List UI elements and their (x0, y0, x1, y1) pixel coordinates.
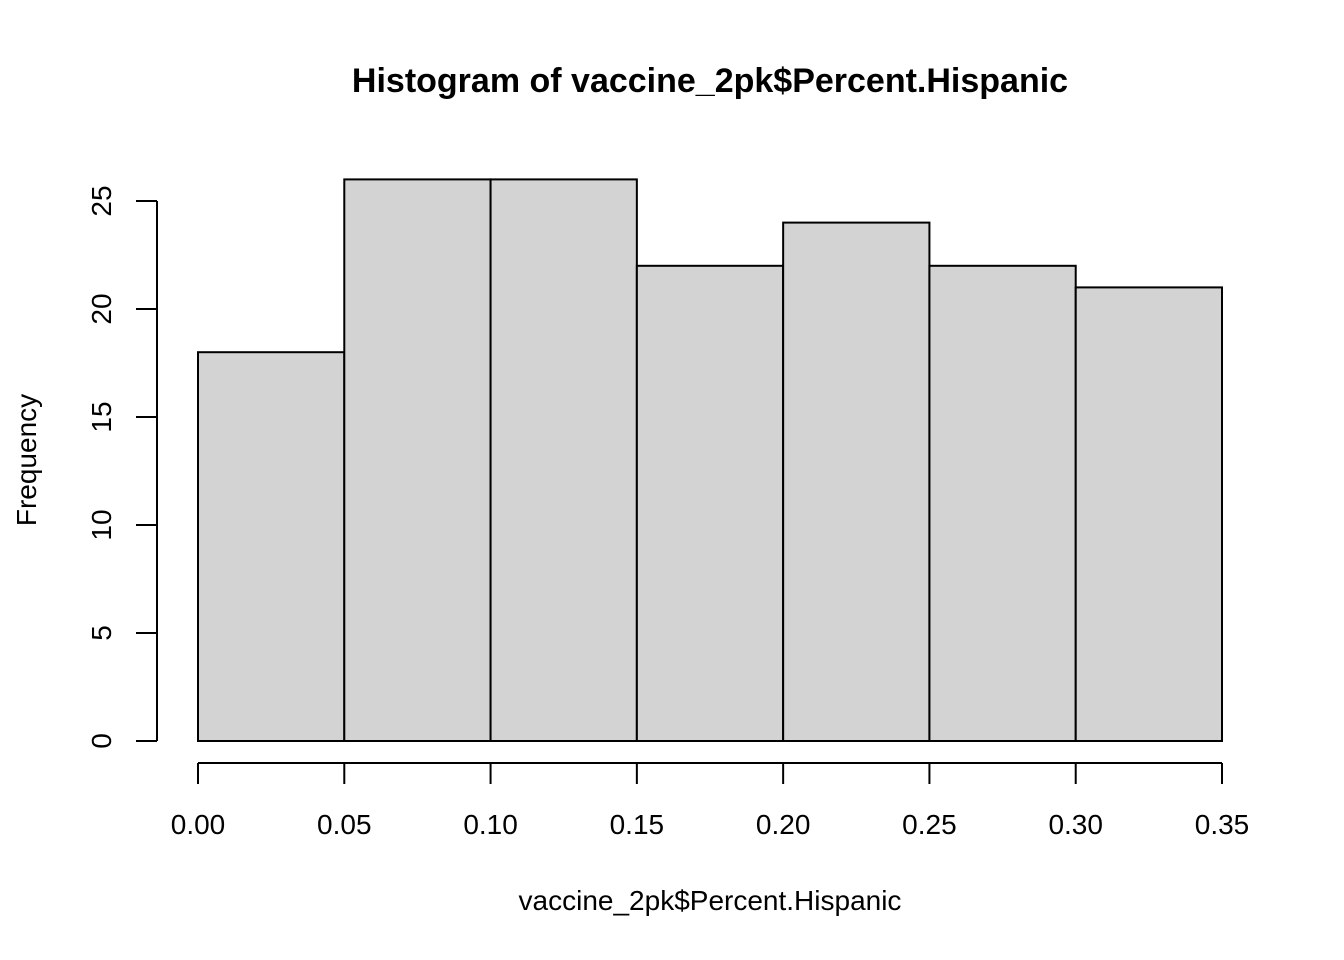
x-tick-label-2: 0.10 (463, 809, 518, 840)
x-axis-label: vaccine_2pk$Percent.Hispanic (519, 885, 902, 916)
chart-title: Histogram of vaccine_2pk$Percent.Hispani… (352, 62, 1068, 100)
histogram-bar-2 (343, 178, 492, 742)
y-axis-label: Frequency (11, 394, 42, 526)
histogram-bar-6 (928, 264, 1077, 742)
histogram-bar-1 (197, 351, 346, 742)
y-tick-label-1: 5 (86, 625, 117, 641)
x-tick-label-0: 0.00 (171, 809, 226, 840)
bars-group (197, 178, 1223, 743)
y-tick-label-0: 0 (86, 733, 117, 749)
y-tick-label-3: 15 (86, 401, 117, 432)
x-tick-label-5: 0.25 (902, 809, 957, 840)
histogram-bar-5 (782, 221, 931, 743)
x-tick-label-3: 0.15 (610, 809, 665, 840)
x-tick-label-6: 0.30 (1048, 809, 1103, 840)
y-tick-label-2: 10 (86, 509, 117, 540)
x-tick-label-1: 0.05 (317, 809, 372, 840)
x-tick-label-4: 0.20 (756, 809, 811, 840)
y-tick-label-5: 25 (86, 185, 117, 216)
y-tick-label-4: 20 (86, 293, 117, 324)
x-tick-label-7: 0.35 (1195, 809, 1250, 840)
histogram-bar-7 (1074, 286, 1223, 742)
y-axis: 0 5 10 15 20 25 (86, 185, 158, 749)
x-axis: 0.00 0.05 0.10 0.15 0.20 0.25 0.30 0.35 (171, 762, 1250, 840)
histogram-bar-3 (489, 178, 638, 742)
histogram-bar-4 (635, 264, 785, 742)
